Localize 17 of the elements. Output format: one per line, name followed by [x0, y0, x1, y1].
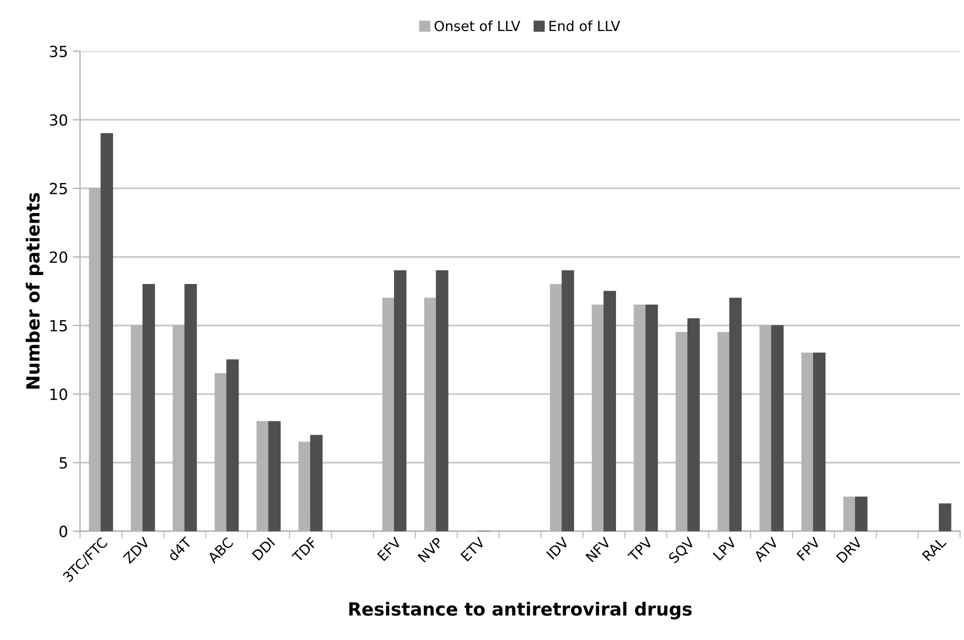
legend-label: End of LLV: [550, 20, 620, 32]
y-tick-label: 25: [50, 182, 67, 194]
y-tick-label: 30: [50, 114, 68, 126]
y-tick-label: 20: [50, 251, 68, 263]
legend-label: Onset of LLV: [434, 20, 520, 32]
x-tick-label: RAL: [922, 536, 947, 562]
x-tick-label: IDV: [546, 536, 570, 560]
y-tick-label: 0: [59, 526, 68, 538]
x-tick-label: TDF: [292, 536, 318, 563]
y-tick-label: 10: [50, 388, 68, 400]
y-axis-title: Number of patients: [26, 193, 44, 389]
x-tick-label: DDI: [252, 537, 276, 561]
y-tick-label: 5: [60, 457, 67, 469]
x-axis-title: Resistance to antiretroviral drugs: [349, 602, 692, 620]
x-tick-label: TPV: [627, 536, 654, 562]
y-tick-label: 35: [50, 46, 67, 58]
y-tick-label: 15: [50, 320, 67, 332]
